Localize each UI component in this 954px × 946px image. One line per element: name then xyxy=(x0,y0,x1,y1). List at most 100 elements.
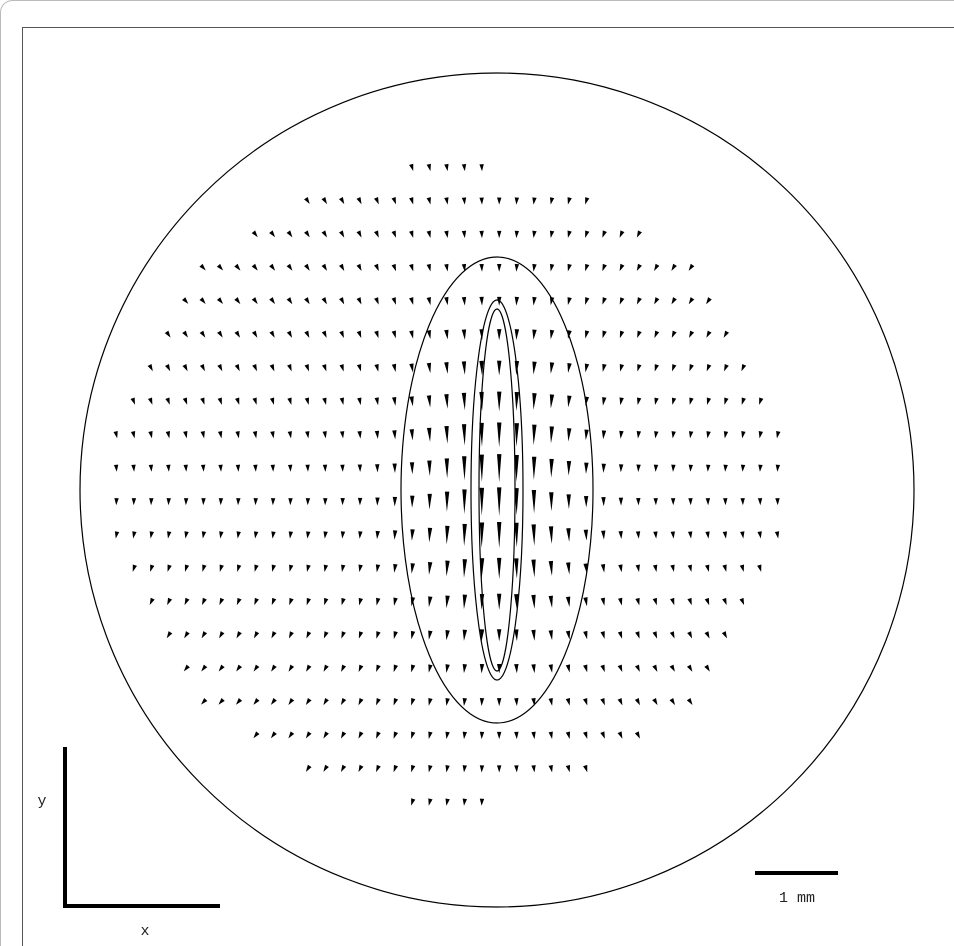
field-arrow xyxy=(410,597,416,607)
field-arrow xyxy=(704,597,710,606)
field-arrow xyxy=(269,230,276,238)
field-arrow xyxy=(286,330,292,338)
field-arrow xyxy=(601,463,606,473)
field-arrow xyxy=(409,230,414,238)
field-arrow xyxy=(201,698,208,705)
field-arrow xyxy=(637,330,642,339)
field-arrow xyxy=(410,630,416,640)
field-arrow xyxy=(444,263,449,272)
field-arrow xyxy=(218,698,225,705)
field-arrow xyxy=(636,230,642,238)
field-arrow xyxy=(182,363,188,372)
field-arrow xyxy=(479,798,485,806)
field-arrow xyxy=(671,464,676,472)
field-arrow xyxy=(669,631,675,639)
outer-circle xyxy=(79,72,915,908)
field-arrow xyxy=(252,431,258,439)
field-arrow xyxy=(306,631,312,639)
field-arrow xyxy=(410,529,415,541)
field-arrow xyxy=(619,297,625,305)
field-arrow xyxy=(479,629,485,642)
field-arrow xyxy=(739,597,745,606)
field-arrow xyxy=(305,464,310,472)
field-arrow xyxy=(236,664,243,672)
field-arrow xyxy=(216,263,224,271)
field-arrow xyxy=(548,595,553,608)
field-arrow xyxy=(392,430,397,440)
field-arrow xyxy=(514,360,520,376)
outer-ellipse xyxy=(400,256,594,724)
field-arrow xyxy=(583,529,589,541)
field-arrow xyxy=(461,263,467,272)
field-arrow xyxy=(147,397,153,405)
field-arrow xyxy=(183,464,188,472)
field-arrow xyxy=(304,330,310,338)
field-arrow xyxy=(585,263,590,272)
field-arrow xyxy=(496,629,502,642)
field-arrow xyxy=(339,431,345,439)
field-arrow xyxy=(376,731,381,739)
field-arrow xyxy=(411,764,416,773)
field-arrow xyxy=(167,564,172,572)
field-arrow xyxy=(722,531,728,539)
field-arrow xyxy=(724,397,729,405)
field-arrow xyxy=(183,431,188,439)
field-arrow xyxy=(339,196,345,205)
field-arrow xyxy=(304,364,310,372)
field-arrow xyxy=(288,631,294,639)
field-arrow xyxy=(618,464,624,473)
field-arrow xyxy=(375,530,380,540)
field-arrow xyxy=(217,397,222,405)
field-arrow xyxy=(567,263,572,272)
field-arrow xyxy=(549,492,554,512)
field-arrow xyxy=(532,361,537,375)
field-arrow xyxy=(219,631,225,639)
field-arrow xyxy=(740,531,745,539)
field-arrow xyxy=(617,697,623,706)
field-arrow xyxy=(601,497,606,507)
field-arrow xyxy=(305,498,311,506)
field-arrow xyxy=(653,498,658,506)
y-label: y xyxy=(37,793,46,810)
field-arrow xyxy=(583,563,588,574)
field-arrow xyxy=(201,631,208,639)
inner-frame xyxy=(22,27,954,946)
field-arrow xyxy=(427,527,433,543)
field-arrow xyxy=(393,698,399,706)
field-arrow xyxy=(600,698,605,706)
field-arrow xyxy=(165,363,171,372)
field-arrow xyxy=(322,464,328,472)
field-arrow xyxy=(341,564,346,572)
field-arrow xyxy=(374,263,379,272)
field-arrow xyxy=(356,230,362,238)
field-arrow xyxy=(393,631,398,639)
field-arrow xyxy=(583,664,588,673)
field-arrow xyxy=(374,230,379,238)
field-arrow xyxy=(409,429,414,441)
field-arrow xyxy=(306,664,312,672)
field-arrow xyxy=(686,664,693,672)
field-arrow xyxy=(393,764,399,773)
field-arrow xyxy=(410,495,415,508)
field-arrow xyxy=(462,798,467,806)
field-arrow xyxy=(167,597,173,606)
field-arrow xyxy=(217,330,223,338)
field-arrow xyxy=(288,498,293,506)
field-arrow xyxy=(688,263,695,271)
field-arrow xyxy=(531,697,536,706)
field-arrow xyxy=(514,765,519,773)
field-arrow xyxy=(356,297,362,305)
field-arrow xyxy=(514,392,520,411)
field-arrow xyxy=(165,397,170,405)
field-arrow xyxy=(323,498,328,506)
field-arrow xyxy=(340,697,347,706)
field-arrow xyxy=(426,427,432,442)
field-arrow xyxy=(392,496,398,507)
field-arrow xyxy=(602,297,607,305)
field-arrow xyxy=(426,395,432,408)
field-arrow xyxy=(289,564,294,572)
field-arrow xyxy=(393,563,398,573)
field-arrow xyxy=(444,362,449,374)
field-arrow xyxy=(548,664,553,673)
field-arrow xyxy=(497,360,502,376)
